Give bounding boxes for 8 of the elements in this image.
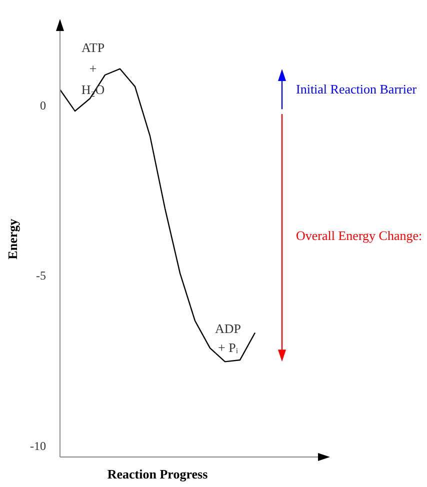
y-axis-title: Energy bbox=[5, 218, 20, 260]
text: Overall Energy Change: bbox=[296, 228, 422, 243]
y-tick-label: -5 bbox=[36, 268, 46, 283]
y-tick-label: 0 bbox=[40, 98, 46, 112]
text: Initial Reaction Barrier bbox=[296, 81, 418, 96]
x-axis-title: Reaction Progress bbox=[107, 466, 208, 482]
annotation: ADP + Pᵢ bbox=[214, 321, 242, 356]
y-tick-label: -10 bbox=[30, 438, 46, 453]
